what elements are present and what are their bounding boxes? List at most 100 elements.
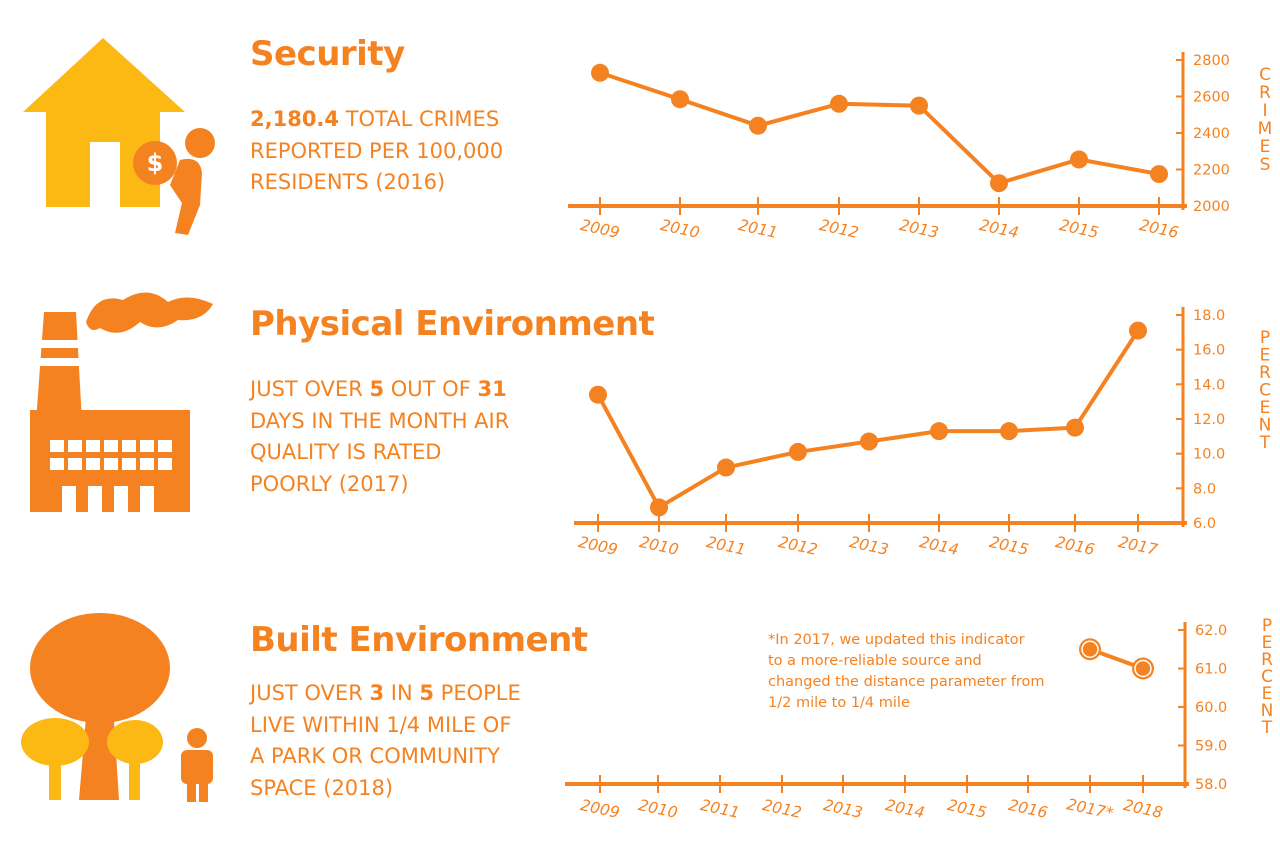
security-title: Security <box>250 34 405 74</box>
y-tick-label: 61.0 <box>1195 662 1227 678</box>
built-stat-num1: 3 <box>369 681 385 705</box>
x-tick-label: 2016 <box>1138 216 1180 242</box>
y-axis-title-letter: C <box>1259 381 1271 401</box>
y-tick-label: 12.0 <box>1193 412 1225 428</box>
physical-title: Physical Environment <box>250 304 655 344</box>
y-axis-title-letter: P <box>1260 328 1270 348</box>
built-stat: JUST OVER 3 IN 5 PEOPLE LIVE WITHIN 1/4 … <box>250 678 521 804</box>
x-tick-label: 2015 <box>988 533 1030 559</box>
built-stat-pre: JUST OVER <box>250 681 370 705</box>
built-stat-line4: SPACE (2018) <box>250 775 394 800</box>
data-point <box>591 63 609 82</box>
data-point <box>749 116 767 135</box>
security-stat-line1: TOTAL CRIMES <box>339 107 500 131</box>
y-tick-label: 62.0 <box>1195 623 1227 639</box>
x-tick-label: 2015 <box>1058 216 1100 242</box>
y-axis-title-letter: E <box>1260 346 1271 366</box>
y-axis-title-letter: M <box>1258 119 1273 139</box>
series-line <box>599 70 1160 186</box>
security-stat-value: 2,180.4 <box>250 107 340 131</box>
x-tick-label: 2018 <box>1122 796 1164 822</box>
y-axis-title-letter: E <box>1260 398 1271 418</box>
built-stat-line2: LIVE WITHIN 1/4 MILE OF <box>250 712 512 737</box>
data-point <box>1000 422 1018 441</box>
physical-section: Physical Environment JUST OVER 5 OUT OF … <box>0 270 1280 570</box>
y-tick-label: 2200 <box>1193 163 1230 179</box>
y-tick-label: 2800 <box>1193 53 1230 69</box>
x-tick-label: 2016 <box>1007 796 1049 822</box>
y-axis-title-letter: C <box>1261 667 1273 687</box>
x-tick-label: 2012 <box>818 216 860 242</box>
y-axis-title-letter: R <box>1261 650 1273 670</box>
y-axis-title-letter: C <box>1259 65 1271 85</box>
built-stat-mid: IN <box>384 681 420 705</box>
physical-stat-line4: POORLY (2017) <box>250 471 409 496</box>
y-axis-title-letter: T <box>1259 433 1271 453</box>
y-tick-label: 6.0 <box>1193 516 1216 532</box>
x-tick-label: 2011 <box>705 533 747 559</box>
data-point-ring <box>1081 640 1099 658</box>
data-point <box>789 442 807 461</box>
y-tick-label: 59.0 <box>1195 739 1227 755</box>
security-stat-line3: RESIDENTS (2016) <box>250 170 446 194</box>
physical-stat-line3: QUALITY IS RATED <box>250 440 442 464</box>
x-tick-label: 2010 <box>659 216 701 242</box>
y-tick-label: 10.0 <box>1193 447 1225 463</box>
data-point <box>1129 321 1147 340</box>
physical-stat: JUST OVER 5 OUT OF 31 DAYS IN THE MONTH … <box>250 374 509 500</box>
data-point <box>717 458 735 477</box>
physical-stat-num1: 5 <box>369 377 385 401</box>
x-tick-label: 2009 <box>579 216 621 242</box>
security-stat: 2,180.4 TOTAL CRIMES REPORTED PER 100,00… <box>250 104 503 199</box>
x-tick-label: 2014 <box>918 533 960 559</box>
security-chart: 2000 2200 2400 2600 2800 CRIMES 2009 2010 2011 20… <box>568 52 1273 242</box>
data-point <box>1070 150 1088 169</box>
y-tick-label: 58.0 <box>1195 777 1227 793</box>
y-tick-label: 18.0 <box>1193 308 1225 324</box>
data-point <box>910 96 928 115</box>
x-tick-label: 2010 <box>637 796 679 822</box>
x-tick-label: 2009 <box>577 533 619 559</box>
data-point <box>671 90 689 109</box>
x-tick-label: 2016 <box>1054 533 1096 559</box>
x-tick-label: 2013 <box>898 216 940 242</box>
footnote-line: *In 2017, we updated this indicator <box>768 632 1025 648</box>
footnote-line: to a more-reliable source and <box>768 653 982 669</box>
physical-stat-num2: 31 <box>477 377 507 401</box>
built-title: Built Environment <box>250 620 588 660</box>
x-tick-label: 2013 <box>848 533 890 559</box>
y-tick-label: 16.0 <box>1193 343 1225 359</box>
data-point <box>1066 418 1084 437</box>
data-point <box>650 498 668 517</box>
y-axis-title-letter: E <box>1260 137 1271 157</box>
x-tick-label: 2012 <box>777 533 819 559</box>
data-point <box>1150 165 1168 184</box>
x-tick-label: 2012 <box>761 796 803 822</box>
x-tick-label: 2014 <box>978 216 1020 242</box>
y-tick-label: 14.0 <box>1193 377 1225 393</box>
y-axis-title-letter: S <box>1260 155 1271 175</box>
footnote-line: 1/2 mile to 1/4 mile <box>768 695 910 711</box>
factory-smoke-icon <box>30 292 213 512</box>
data-point <box>589 385 607 404</box>
house-thief-icon: $ <box>23 38 215 235</box>
physical-stat-mid: OUT OF <box>384 377 478 401</box>
x-tick-label: 2009 <box>579 796 621 822</box>
y-axis-title-letter: P <box>1262 616 1272 636</box>
y-tick-label: 2000 <box>1193 199 1230 215</box>
built-section: Built Environment JUST OVER 3 IN 5 PEOPL… <box>0 570 1280 864</box>
x-tick-label: 2010 <box>638 533 680 559</box>
y-tick-label: 2600 <box>1193 90 1230 106</box>
y-axis-title-letter: I <box>1262 101 1267 121</box>
y-axis-title-letter: E <box>1262 633 1273 653</box>
data-point <box>860 432 878 451</box>
data-point <box>930 422 948 441</box>
y-tick-label: 2400 <box>1193 126 1230 142</box>
x-tick-label: 2017 <box>1117 533 1159 559</box>
y-axis-title-letter: T <box>1261 718 1273 738</box>
built-stat-line3: A PARK OR COMMUNITY <box>250 744 500 768</box>
x-tick-label: 2011 <box>699 796 741 822</box>
data-point <box>990 174 1008 193</box>
